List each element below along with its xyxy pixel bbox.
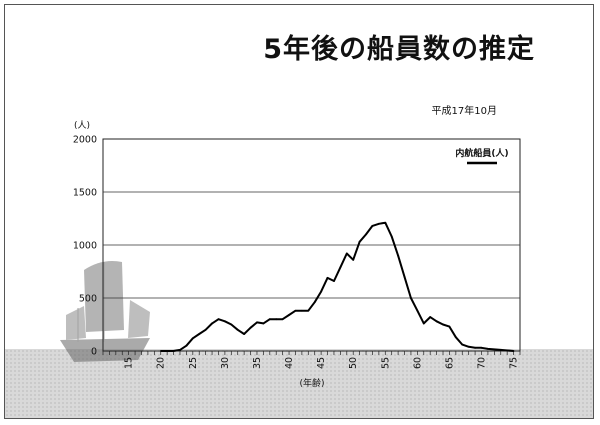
data-point xyxy=(268,318,271,321)
data-point xyxy=(243,333,246,335)
data-point xyxy=(435,320,438,323)
data-point xyxy=(410,297,412,299)
y-tick-label: 2000 xyxy=(73,135,97,146)
data-point xyxy=(166,350,169,352)
data-point xyxy=(300,309,303,312)
data-point xyxy=(223,320,226,323)
data-point xyxy=(384,221,387,224)
x-tick-label: 35 xyxy=(252,357,263,369)
data-point xyxy=(493,348,496,351)
x-tick-label: 70 xyxy=(477,357,488,369)
data-point xyxy=(416,309,419,312)
data-point xyxy=(345,252,348,255)
x-tick-label: 25 xyxy=(188,357,199,369)
data-point xyxy=(307,309,310,312)
data-point xyxy=(365,233,367,236)
data-point xyxy=(275,318,278,321)
data-point xyxy=(499,349,502,351)
x-axis-title: (年齢) xyxy=(299,377,324,389)
data-point xyxy=(204,328,207,331)
series-line xyxy=(160,221,514,352)
data-point xyxy=(352,258,355,261)
x-axis-ticks: 15 20 25 30 35 40 45 50 55 60 65 70 75 xyxy=(124,357,520,369)
data-point xyxy=(320,290,323,293)
x-tick-label: 40 xyxy=(284,357,295,369)
data-point xyxy=(249,326,252,329)
data-point xyxy=(506,349,509,352)
x-tick-label: 20 xyxy=(156,357,167,369)
y-tick-label: 1500 xyxy=(73,188,97,199)
data-point xyxy=(390,235,393,238)
page-title: 5年後の船員数の推定 xyxy=(263,34,535,65)
data-point xyxy=(461,343,464,346)
date-label: 平成17年10月 xyxy=(431,106,497,117)
x-tick-label: 55 xyxy=(380,357,391,369)
series-layer xyxy=(159,221,515,352)
ship-illustration xyxy=(60,261,150,362)
y-axis-title: (人) xyxy=(74,120,90,131)
grid-lines xyxy=(103,191,520,299)
data-point xyxy=(236,328,239,331)
data-point xyxy=(333,280,335,282)
legend: 内航船員(人) xyxy=(455,147,509,165)
data-point xyxy=(198,333,201,335)
data-point xyxy=(474,346,476,349)
data-point xyxy=(288,314,290,316)
y-tick-label: 0 xyxy=(91,347,97,358)
data-point xyxy=(371,225,374,227)
data-point xyxy=(262,322,265,325)
x-axis-minor-ticks xyxy=(102,351,521,355)
data-point xyxy=(422,322,425,325)
data-point xyxy=(442,323,444,326)
data-point xyxy=(512,350,515,352)
data-point xyxy=(487,347,489,350)
data-point xyxy=(377,222,380,225)
data-point xyxy=(480,346,483,349)
data-point xyxy=(467,345,470,348)
data-point xyxy=(159,350,162,352)
data-point xyxy=(358,240,361,243)
data-point xyxy=(211,322,213,325)
x-tick-label: 30 xyxy=(220,357,231,369)
x-tick-label: 65 xyxy=(444,357,455,369)
y-tick-label: 1000 xyxy=(73,241,97,252)
data-point xyxy=(339,266,342,269)
data-point xyxy=(191,337,194,340)
x-tick-label: 15 xyxy=(124,357,135,369)
data-point xyxy=(403,275,406,278)
legend-label: 内航船員(人) xyxy=(455,147,508,159)
data-point xyxy=(256,321,258,324)
x-tick-label: 45 xyxy=(316,357,327,369)
data-point xyxy=(217,318,220,321)
data-point xyxy=(326,276,329,279)
y-tick-label: 500 xyxy=(79,294,97,305)
data-point xyxy=(454,336,457,339)
x-tick-label: 60 xyxy=(412,357,423,369)
data-point xyxy=(230,323,233,326)
x-tick-label: 50 xyxy=(348,357,359,369)
y-axis-ticks: 0 500 1000 1500 2000 xyxy=(73,135,97,358)
data-point xyxy=(281,318,284,321)
data-point xyxy=(448,325,451,328)
data-point xyxy=(179,349,181,351)
data-point xyxy=(429,316,432,318)
data-point xyxy=(313,301,316,304)
x-tick-label: 75 xyxy=(509,357,520,369)
data-point xyxy=(294,309,297,312)
data-point xyxy=(172,350,175,352)
data-point xyxy=(185,344,188,347)
data-point xyxy=(397,254,400,257)
